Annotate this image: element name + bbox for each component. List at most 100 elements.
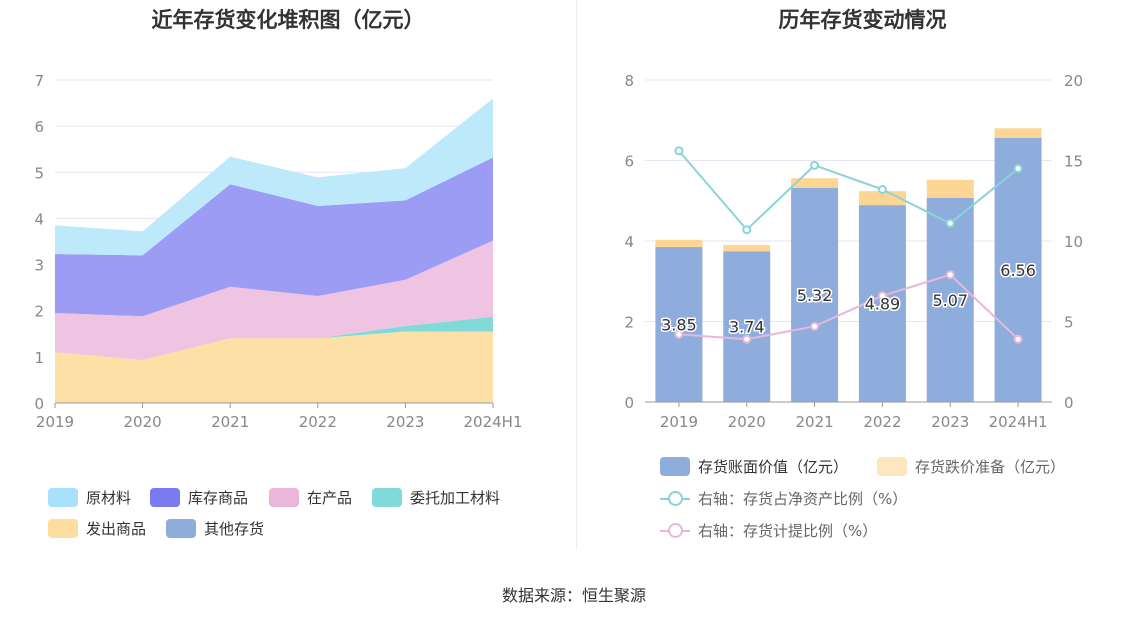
x-tick-label: 2021	[211, 413, 249, 431]
bar-impairment-provision	[791, 178, 839, 188]
left-legend: 原材料 库存商品 在产品 委托加工材料 发出商品 其他存货	[0, 0, 576, 560]
line-point	[877, 184, 887, 194]
legend-swatch	[877, 457, 907, 476]
area-series	[55, 240, 493, 361]
right-chart-title: 历年存货变动情况	[778, 8, 947, 32]
legend-swatch	[48, 488, 78, 507]
bar-book-value	[791, 187, 839, 402]
y-left-tick-label: 2	[624, 314, 634, 332]
line-point	[945, 270, 955, 280]
x-tick-label: 2023	[931, 413, 969, 431]
y-right-tick-label: 10	[1064, 233, 1083, 251]
bar-impairment-provision	[926, 179, 974, 198]
line-point	[945, 218, 955, 228]
y-right-tick-label: 5	[1064, 314, 1074, 332]
x-tick-label: 2020	[124, 413, 162, 431]
legend-label: 存货跌价准备（亿元）	[915, 458, 1066, 476]
legend-label: 发出商品	[86, 520, 147, 538]
y-tick-label: 4	[34, 210, 44, 228]
line-point	[1013, 164, 1023, 174]
bar-book-value	[655, 247, 703, 402]
right-chart-panel: 历年存货变动情况 0 2 4 6 8 0 5 10 15 20 2019 2020 2021 2022 20…	[577, 0, 1148, 560]
x-tick-label: 2021	[795, 413, 833, 431]
y-tick-label: 1	[34, 349, 44, 367]
line-point	[810, 160, 820, 170]
line-point	[1013, 334, 1023, 344]
legend-label: 原材料	[86, 489, 132, 507]
area-series	[55, 331, 493, 403]
line-point	[674, 329, 684, 339]
y-tick-label: 3	[34, 257, 44, 275]
legend-item-goods-shipped[interactable]: 发出商品	[48, 518, 146, 539]
y-tick-label: 5	[34, 164, 44, 182]
line-point	[742, 225, 752, 235]
x-tick-label: 2019	[660, 413, 698, 431]
x-tick-label: 2022	[863, 413, 901, 431]
y-right-tick-label: 20	[1064, 72, 1083, 90]
y-tick-label: 7	[34, 72, 44, 90]
legend-swatch	[166, 519, 196, 538]
line-point	[674, 146, 684, 156]
bar-impairment-provision	[655, 239, 703, 248]
legend-swatch	[48, 519, 78, 538]
y-tick-label: 2	[34, 303, 44, 321]
left-chart-panel: 近年存货变化堆积图（亿元） 0 1 2 3 4 5 6 7 2019 2020 2021 2022 20…	[0, 0, 576, 560]
legend-item-raw-materials[interactable]: 原材料	[48, 487, 131, 508]
line-point	[810, 321, 820, 331]
y-tick-label: 0	[34, 395, 44, 413]
bar-value-label: 3.85	[661, 316, 697, 335]
y-right-tick-label: 15	[1064, 153, 1083, 171]
line-series	[678, 273, 1019, 341]
legend-item-other-inventory[interactable]: 其他存货	[166, 518, 264, 539]
y-tick-label: 6	[34, 118, 44, 136]
x-tick-label: 2020	[728, 413, 766, 431]
legend-label: 在产品	[307, 489, 353, 507]
legend-label: 其他存货	[204, 520, 265, 538]
stacked-area-chart: 0 1 2 3 4 5 6 7 2019 2020 2021 2022 2023 2024H1	[34, 72, 522, 431]
legend-item-consigned-materials[interactable]: 委托加工材料	[372, 487, 500, 508]
y-left-tick-label: 0	[624, 394, 634, 412]
legend-swatch	[150, 488, 180, 507]
right-legend: 存货账面价值（亿元） 存货跌价准备（亿元） 右轴：存货占净资产比例（%） 右轴：…	[577, 0, 1148, 560]
bar-impairment-provision	[994, 128, 1042, 138]
legend-label: 委托加工材料	[410, 489, 501, 507]
legend-item-inventory-to-net-assets-ratio[interactable]: 右轴：存货占净资产比例（%）	[660, 488, 907, 509]
x-tick-label: 2022	[299, 413, 337, 431]
area-series	[55, 98, 493, 256]
bar-value-label: 3.74	[729, 318, 765, 337]
bar-value-label: 6.56	[1000, 261, 1036, 280]
line-point	[742, 334, 752, 344]
panel-divider	[576, 0, 577, 550]
legend-item-finished-goods[interactable]: 库存商品	[150, 487, 248, 508]
bar-book-value	[926, 197, 974, 402]
legend-item-wip[interactable]: 在产品	[269, 487, 352, 508]
legend-swatch	[269, 488, 299, 507]
area-series	[55, 157, 493, 317]
y-left-tick-label: 8	[624, 72, 634, 90]
legend-item-impairment-provision[interactable]: 存货跌价准备（亿元）	[877, 456, 1065, 477]
y-right-tick-label: 0	[1064, 394, 1074, 412]
left-chart-title: 近年存货变化堆积图（亿元）	[151, 8, 425, 32]
legend-label: 右轴：存货占净资产比例（%）	[698, 490, 908, 508]
legend-item-provision-ratio[interactable]: 右轴：存货计提比例（%）	[660, 520, 877, 541]
bar-impairment-provision	[723, 245, 771, 252]
legend-label: 存货账面价值（亿元）	[698, 458, 849, 476]
bar-book-value	[723, 251, 771, 402]
x-tick-label: 2023	[386, 413, 424, 431]
y-left-tick-label: 6	[624, 153, 634, 171]
legend-item-book-value[interactable]: 存货账面价值（亿元）	[660, 456, 848, 477]
line-swatch	[660, 489, 690, 508]
legend-swatch	[660, 457, 690, 476]
bar-value-label: 4.89	[865, 295, 901, 314]
line-series	[678, 150, 1019, 232]
line-point	[877, 291, 887, 301]
legend-label: 库存商品	[188, 489, 249, 507]
legend-label: 右轴：存货计提比例（%）	[698, 522, 878, 540]
x-tick-label: 2024H1	[989, 413, 1048, 431]
line-swatch	[660, 521, 690, 540]
bar-value-label: 5.07	[932, 291, 968, 310]
x-tick-label: 2019	[36, 413, 74, 431]
legend-swatch	[372, 488, 402, 507]
bar-line-combo-chart: 0 2 4 6 8 0 5 10 15 20 2019 2020 2021 2022 2023 2024H1 3…	[624, 72, 1083, 431]
bar-value-label: 5.32	[797, 286, 833, 305]
